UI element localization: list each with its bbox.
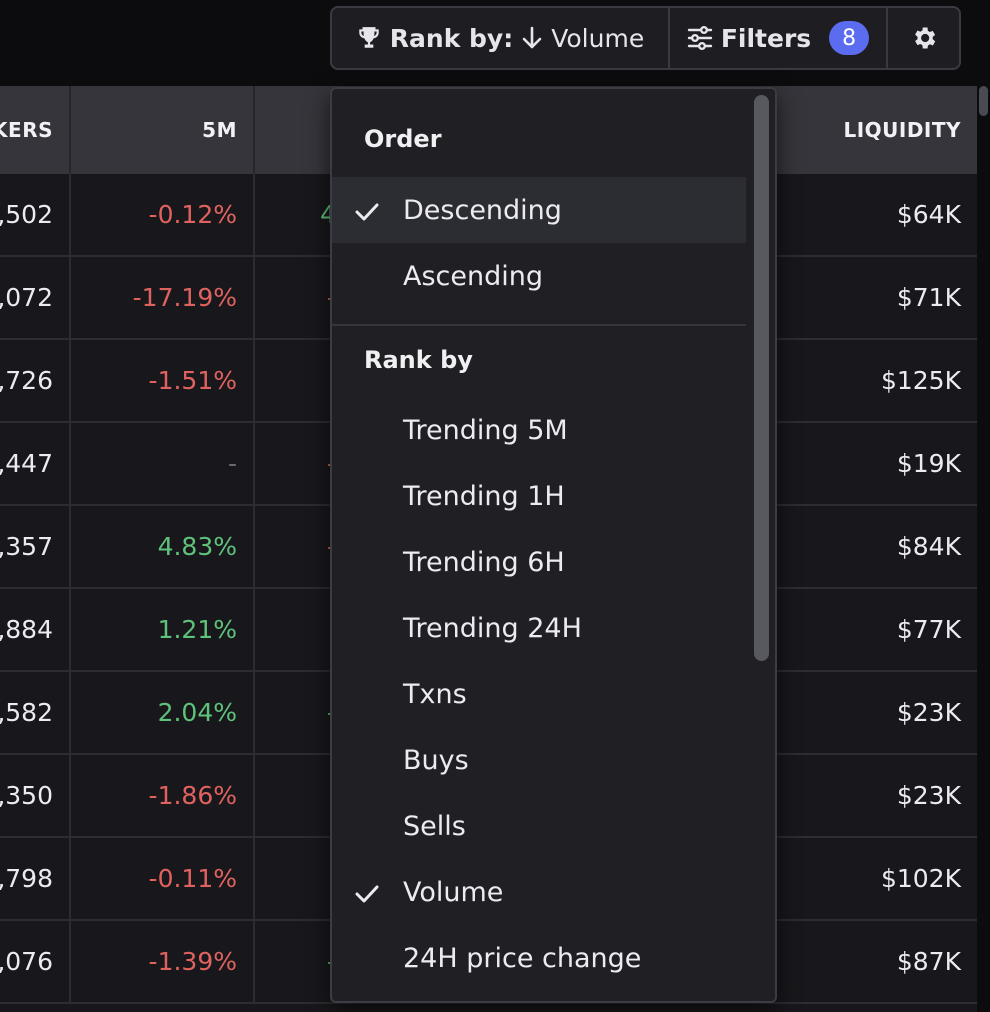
makers-cell: ,357 [0,506,71,587]
change-5m-cell: -1.86% [72,755,255,836]
change-5m-cell: -1.51% [72,340,255,421]
column-header-makers[interactable]: KERS [0,86,71,174]
change-1h-cell: - [256,672,330,753]
change-1h-value: - [327,532,330,561]
filters-button[interactable]: Filters 8 [670,8,888,68]
option-label: 24H price change [403,942,642,974]
liquidity-cell: $125K [880,366,961,395]
rank-by-dropdown: Order Rank by Descending Ascending Trendin… [330,87,777,1003]
liquidity-cell: $23K [896,781,961,810]
makers-cell: ,350 [0,755,71,836]
rank-option-volume[interactable]: Volume [332,859,746,925]
change-5m-cell: -17.19% [72,257,255,338]
rank-option-trending-5m[interactable]: Trending 5M [332,397,746,463]
makers-cell: ,726 [0,340,71,421]
column-header-5m[interactable]: 5M [72,86,255,174]
change-1h-cell [256,340,330,421]
rank-option-trending-24h[interactable]: Trending 24H [332,595,746,661]
rank-option-trending-6h[interactable]: Trending 6H [332,529,746,595]
makers-cell: ,798 [0,838,71,919]
liquidity-cell: $64K [896,200,961,229]
order-option-descending[interactable]: Descending [332,177,746,243]
change-1h-cell [256,755,330,836]
change-5m-cell: 2.04% [72,672,255,753]
dropdown-scrollbar-thumb[interactable] [754,95,769,661]
change-5m-cell: 1.21% [72,589,255,670]
dropdown-divider [332,324,746,326]
rank-by-button[interactable]: Rank by: Volume [332,8,670,68]
arrow-down-icon [521,26,543,50]
change-1h-cell: - [256,423,330,504]
option-label: Trending 6H [403,546,565,578]
makers-cell: ,582 [0,672,71,753]
liquidity-cell: $71K [896,283,961,312]
change-1h-value: - [327,947,330,976]
makers-cell: ,447 [0,423,71,504]
filters-count-badge: 8 [829,21,870,55]
option-label: Trending 24H [403,612,582,644]
change-1h-cell: - [256,257,330,338]
option-label: Trending 5M [403,414,568,446]
gear-icon [910,24,938,52]
change-5m-cell: -0.11% [72,838,255,919]
change-1h-cell: 4 [256,174,330,255]
settings-button[interactable] [888,8,959,68]
change-1h-value: - [327,698,330,727]
change-5m-cell: -0.12% [72,174,255,255]
liquidity-cell: $19K [896,449,961,478]
change-1h-cell: - [256,921,330,1002]
option-label: Buys [403,744,469,776]
order-section-header: Order [364,125,442,153]
rank-by-label: Rank by: [389,23,514,53]
column-header-liquidity[interactable]: LIQUIDITY [843,118,961,142]
liquidity-cell: $87K [896,947,961,976]
change-1h-value: - [327,283,330,312]
makers-cell: ,884 [0,589,71,670]
rank-option-sells[interactable]: Sells [332,793,746,859]
rank-option-txns[interactable]: Txns [332,661,746,727]
liquidity-cell: $77K [896,615,961,644]
option-label: Txns [403,678,467,710]
liquidity-cell: $102K [880,864,961,893]
liquidity-cell: $84K [896,532,961,561]
change-1h-cell [256,589,330,670]
check-icon [354,881,380,903]
option-label: Sells [403,810,466,842]
change-1h-cell: - [256,506,330,587]
change-5m-cell: 4.83% [72,506,255,587]
makers-cell: ,072 [0,257,71,338]
rank-option-buys[interactable]: Buys [332,727,746,793]
option-label: Trending 1H [403,480,565,512]
toolbar: Rank by: Volume Filters 8 [330,6,961,70]
change-1h-value: 4 [320,200,330,229]
order-option-ascending[interactable]: Ascending [332,243,746,309]
trophy-icon [356,25,382,51]
check-icon [354,199,380,221]
makers-cell: ,502 [0,174,71,255]
page-scrollbar[interactable] [977,86,990,1012]
makers-cell: ,076 [0,921,71,1002]
liquidity-cell: $23K [896,698,961,727]
option-label: Ascending [403,260,543,292]
rank-section-header: Rank by [364,346,473,374]
rank-option-trending-1h[interactable]: Trending 1H [332,463,746,529]
page-scrollbar-thumb[interactable] [979,86,988,116]
option-label: Descending [403,194,562,226]
rank-by-value: Volume [551,23,645,53]
filters-label: Filters [720,23,812,53]
change-1h-value: - [327,449,330,478]
option-label: Volume [403,876,504,908]
rank-option-24h-price-change[interactable]: 24H price change [332,925,746,991]
change-5m-cell: - [72,423,255,504]
dropdown-scrollbar[interactable] [746,89,775,1001]
sliders-icon [687,26,713,50]
change-5m-cell: -1.39% [72,921,255,1002]
change-1h-cell [256,838,330,919]
